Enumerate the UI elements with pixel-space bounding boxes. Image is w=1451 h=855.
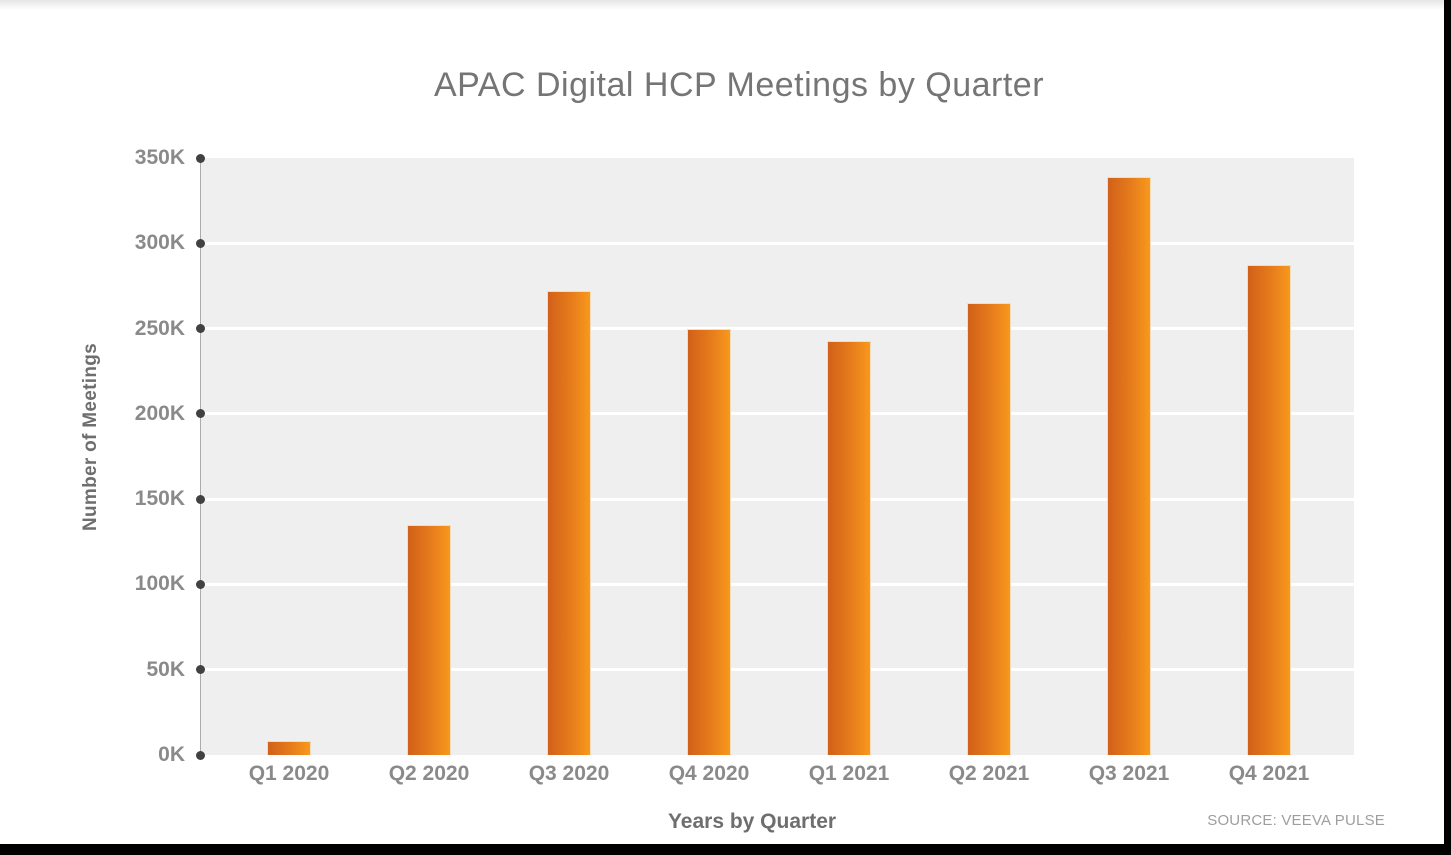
y-tick-dot-200K [196,409,205,419]
y-tick-dot-150K [196,494,205,504]
chart-title: APAC Digital HCP Meetings by Quarter [433,66,1045,104]
bar-q2-2020 [407,524,451,755]
x-tick-label-q1-2021: Q1 2021 [808,762,890,785]
gridline-50K [201,668,1354,672]
gridline-150K [201,497,1354,501]
x-tick-label-q4-2021: Q4 2021 [1228,762,1310,785]
bar-q4-2020 [687,328,731,755]
y-tick-label-200K: 200K [134,401,185,425]
bar-q3-2021 [1107,176,1151,755]
x-tick-label-q2-2020: Q2 2020 [388,762,470,785]
x-tick-label-q2-2021: Q2 2021 [948,762,1030,785]
gridline-200K [201,412,1354,416]
y-tick-label-350K: 350K [134,146,185,169]
y-axis-line [200,158,201,755]
gridline-300K [201,241,1354,245]
y-tick-dot-350K [196,153,205,163]
bar-q2-2021 [967,302,1011,755]
source-note: SOURCE: VEEVA PULSE [1207,812,1385,829]
bar-q1-2021 [827,340,871,755]
x-axis-title: Years by Quarter [667,810,837,833]
y-tick-label-100K: 100K [134,572,185,596]
bar-q1-2020 [267,741,311,755]
y-tick-dot-250K [196,324,205,334]
plot-area [200,158,1354,755]
y-tick-label-250K: 250K [134,316,185,340]
y-tick-label-300K: 300K [134,231,185,255]
bar-q3-2020 [547,291,591,755]
bar-q4-2021 [1247,265,1291,755]
y-axis-title: Number of Meetings [80,342,101,532]
y-tick-label-0K: 0K [158,743,185,766]
right-black-bar [1444,0,1451,855]
y-tick-dot-50K [196,665,205,675]
gridline-250K [201,327,1354,331]
x-tick-label-q3-2020: Q3 2020 [528,762,610,785]
top-edge-shadow [0,0,1451,10]
x-tick-label-q4-2020: Q4 2020 [668,762,750,785]
bottom-black-bar [0,844,1451,855]
x-tick-label-q1-2020: Q1 2020 [248,762,330,785]
gridline-100K [201,582,1354,586]
y-tick-dot-100K [196,579,205,589]
y-tick-dot-300K [196,238,205,248]
x-tick-label-q3-2021: Q3 2021 [1088,762,1170,785]
y-tick-label-50K: 50K [146,657,185,681]
y-tick-label-150K: 150K [134,487,185,511]
y-tick-dot-0K [196,750,205,760]
